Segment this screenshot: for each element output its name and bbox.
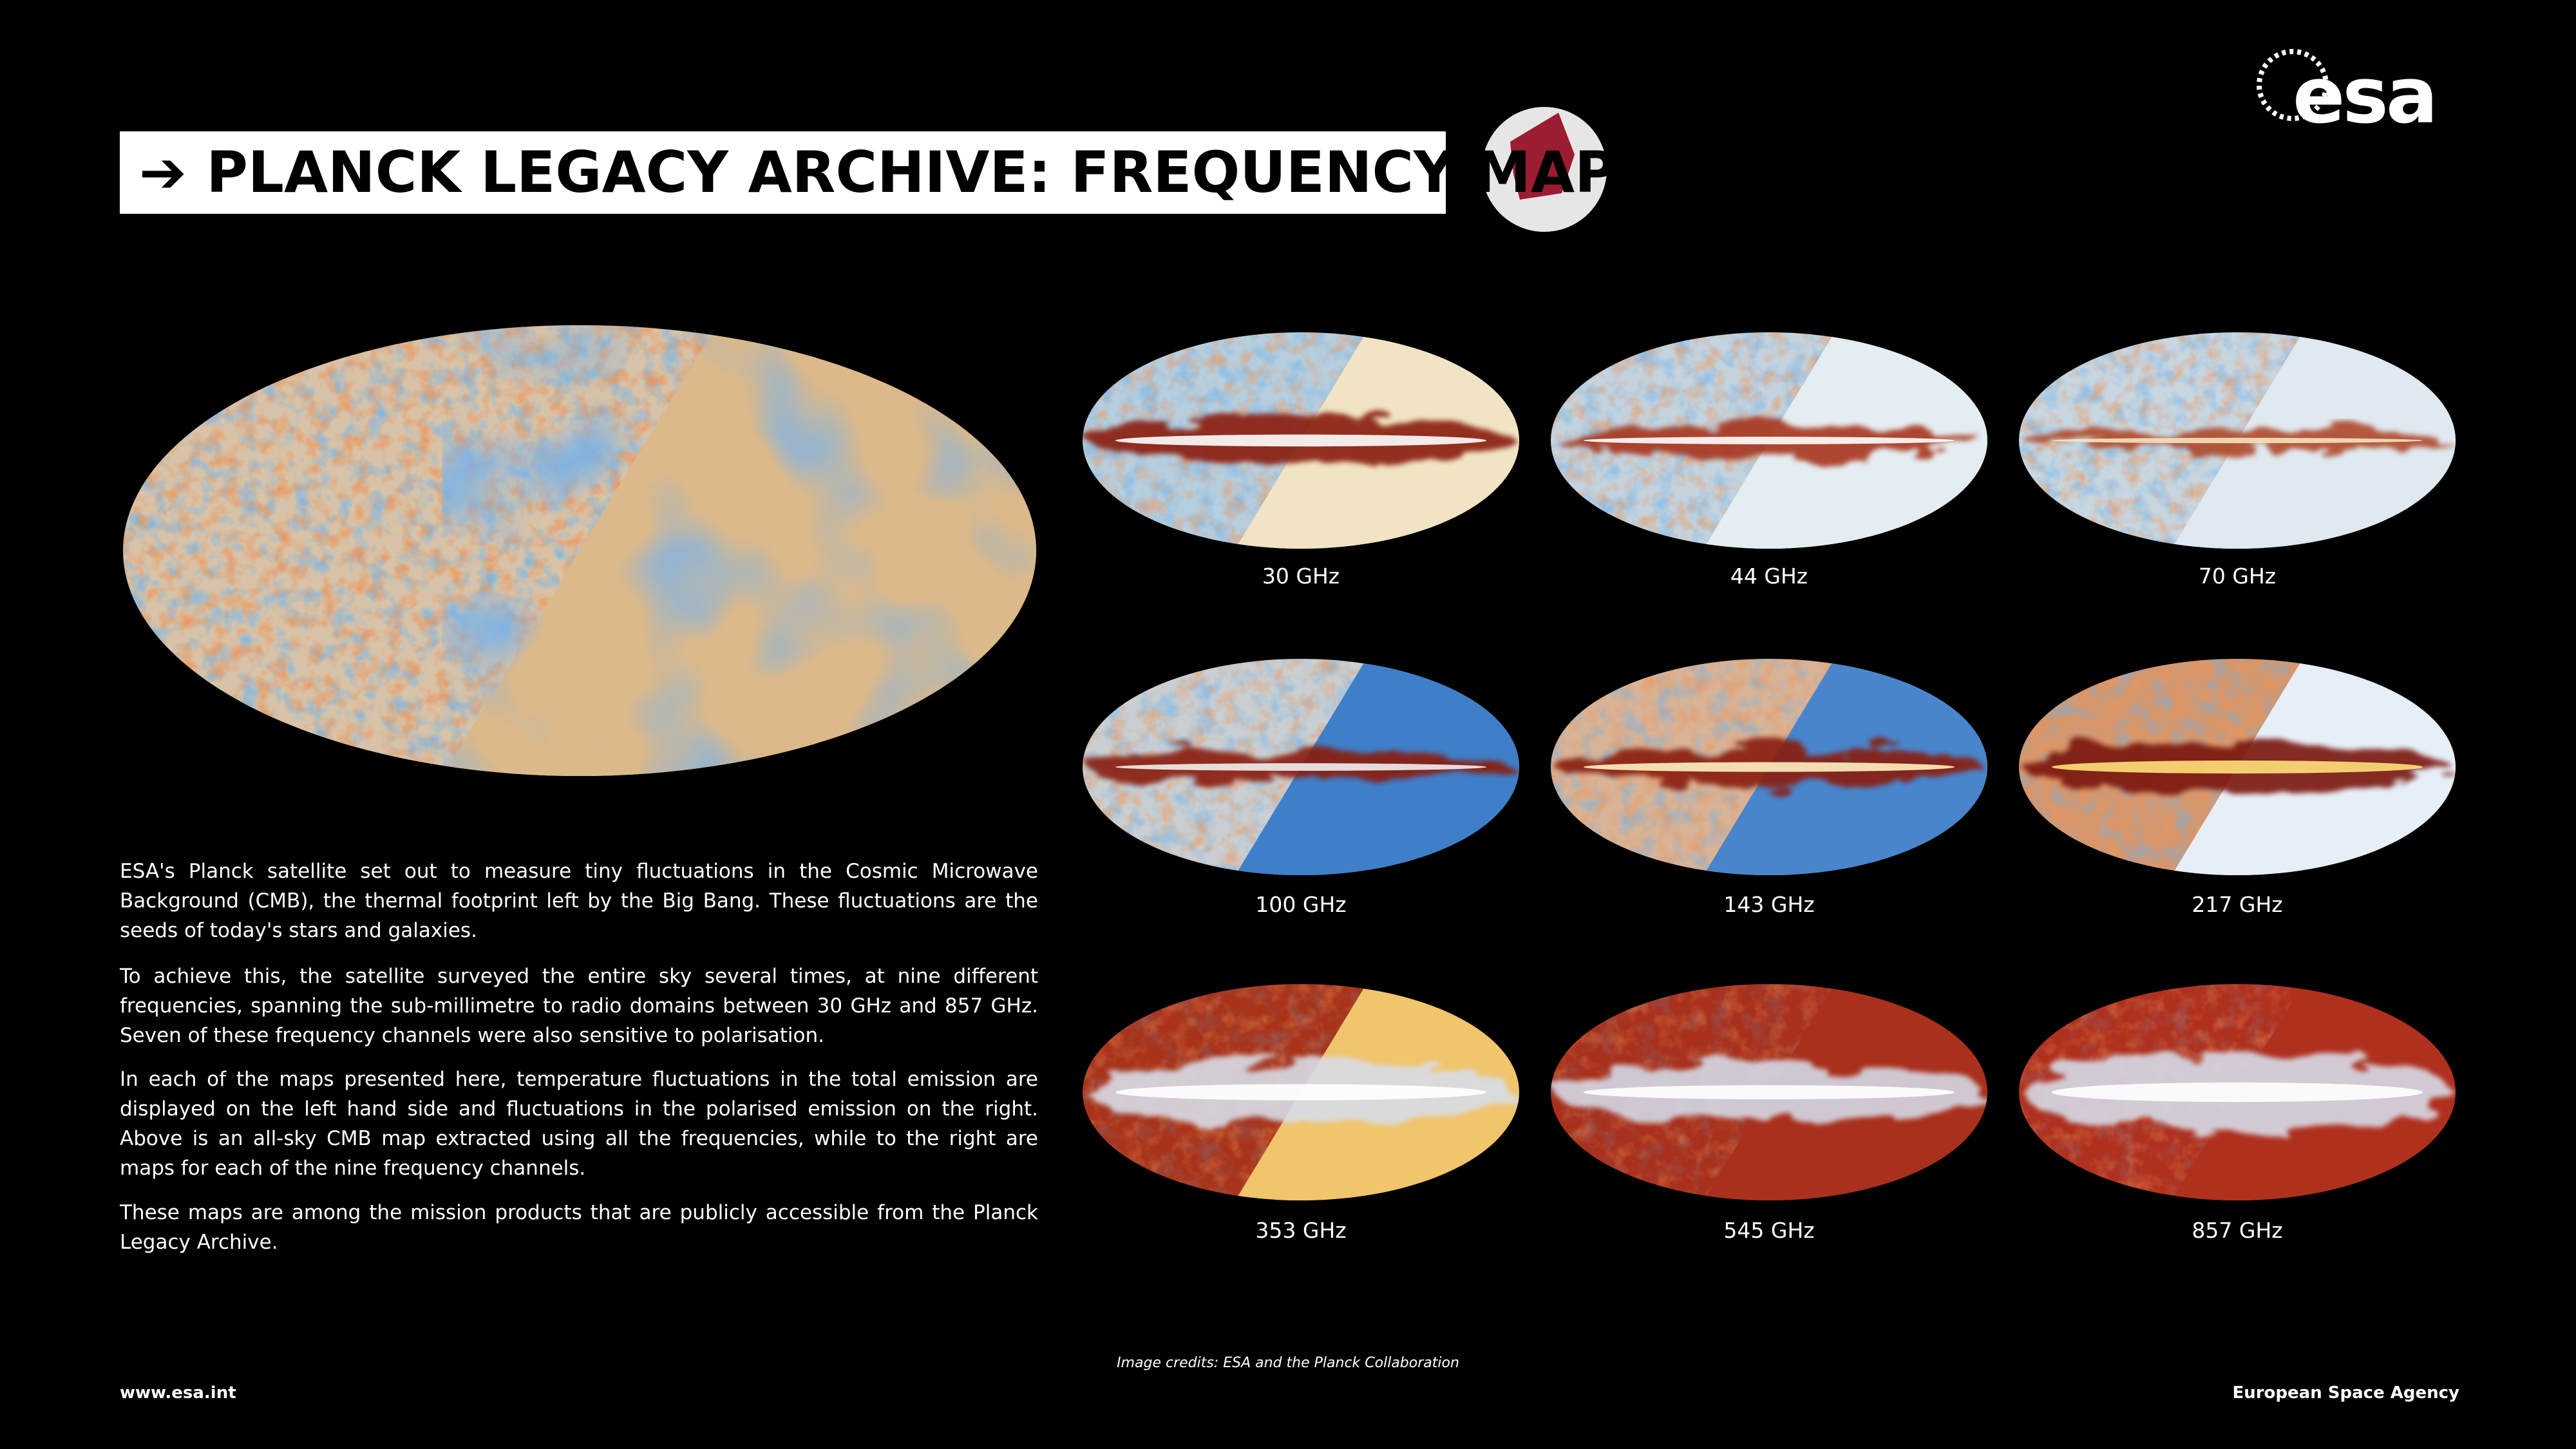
sky-map xyxy=(2019,984,2456,1200)
sky-map xyxy=(1551,659,1987,875)
esa-logo: esa xyxy=(2293,52,2438,141)
sky-map xyxy=(1551,984,1987,1200)
paragraph: To achieve this, the satellite surveyed … xyxy=(120,965,1038,1047)
galactic-core xyxy=(2051,1082,2423,1103)
map-label: 217 GHz xyxy=(2192,892,2283,917)
sky-map xyxy=(1083,659,1519,875)
galactic-core xyxy=(2051,437,2423,444)
map-label: 44 GHz xyxy=(1730,564,1808,589)
galactic-core xyxy=(1115,763,1487,771)
title: ➔ PLANCK LEGACY ARCHIVE: FREQUENCY MAPS xyxy=(120,131,1657,214)
website: www.esa.int xyxy=(120,1383,236,1403)
paragraph: In each of the maps presented here, temp… xyxy=(120,1068,1038,1180)
sky-map xyxy=(1083,984,1519,1200)
map-label: 30 GHz xyxy=(1262,564,1340,589)
sky-map xyxy=(1083,332,1519,549)
galactic-core xyxy=(1115,434,1487,447)
map-label: 143 GHz xyxy=(1723,892,1815,917)
galactic-core xyxy=(1583,762,1955,772)
map-right xyxy=(442,325,1036,776)
galactic-core xyxy=(1583,1085,1955,1099)
credits: Image credits: ESA and the Planck Collab… xyxy=(1117,1355,1459,1371)
galactic-core xyxy=(2051,760,2423,774)
map-label: 353 GHz xyxy=(1255,1218,1347,1243)
esa-logo-mark xyxy=(2257,49,2329,121)
sky-map xyxy=(2019,332,2456,549)
map-label: 100 GHz xyxy=(1255,892,1347,917)
map-label: 857 GHz xyxy=(2192,1218,2283,1243)
sky-map xyxy=(123,325,1036,776)
galactic-core xyxy=(1583,437,1955,444)
paragraph: These maps are among the mission product… xyxy=(120,1201,1038,1254)
map-label: 70 GHz xyxy=(2198,564,2277,589)
galactic-core xyxy=(1115,1084,1487,1101)
map-label: 545 GHz xyxy=(1723,1218,1815,1243)
agency: European Space Agency xyxy=(2232,1383,2459,1403)
map-right-blobs xyxy=(442,325,1036,776)
paragraph: ESA's Planck satellite set out to measur… xyxy=(120,860,1038,942)
sky-map xyxy=(2019,659,2456,875)
sky-map xyxy=(1551,332,1987,549)
planck-logo-shape xyxy=(1510,113,1575,200)
